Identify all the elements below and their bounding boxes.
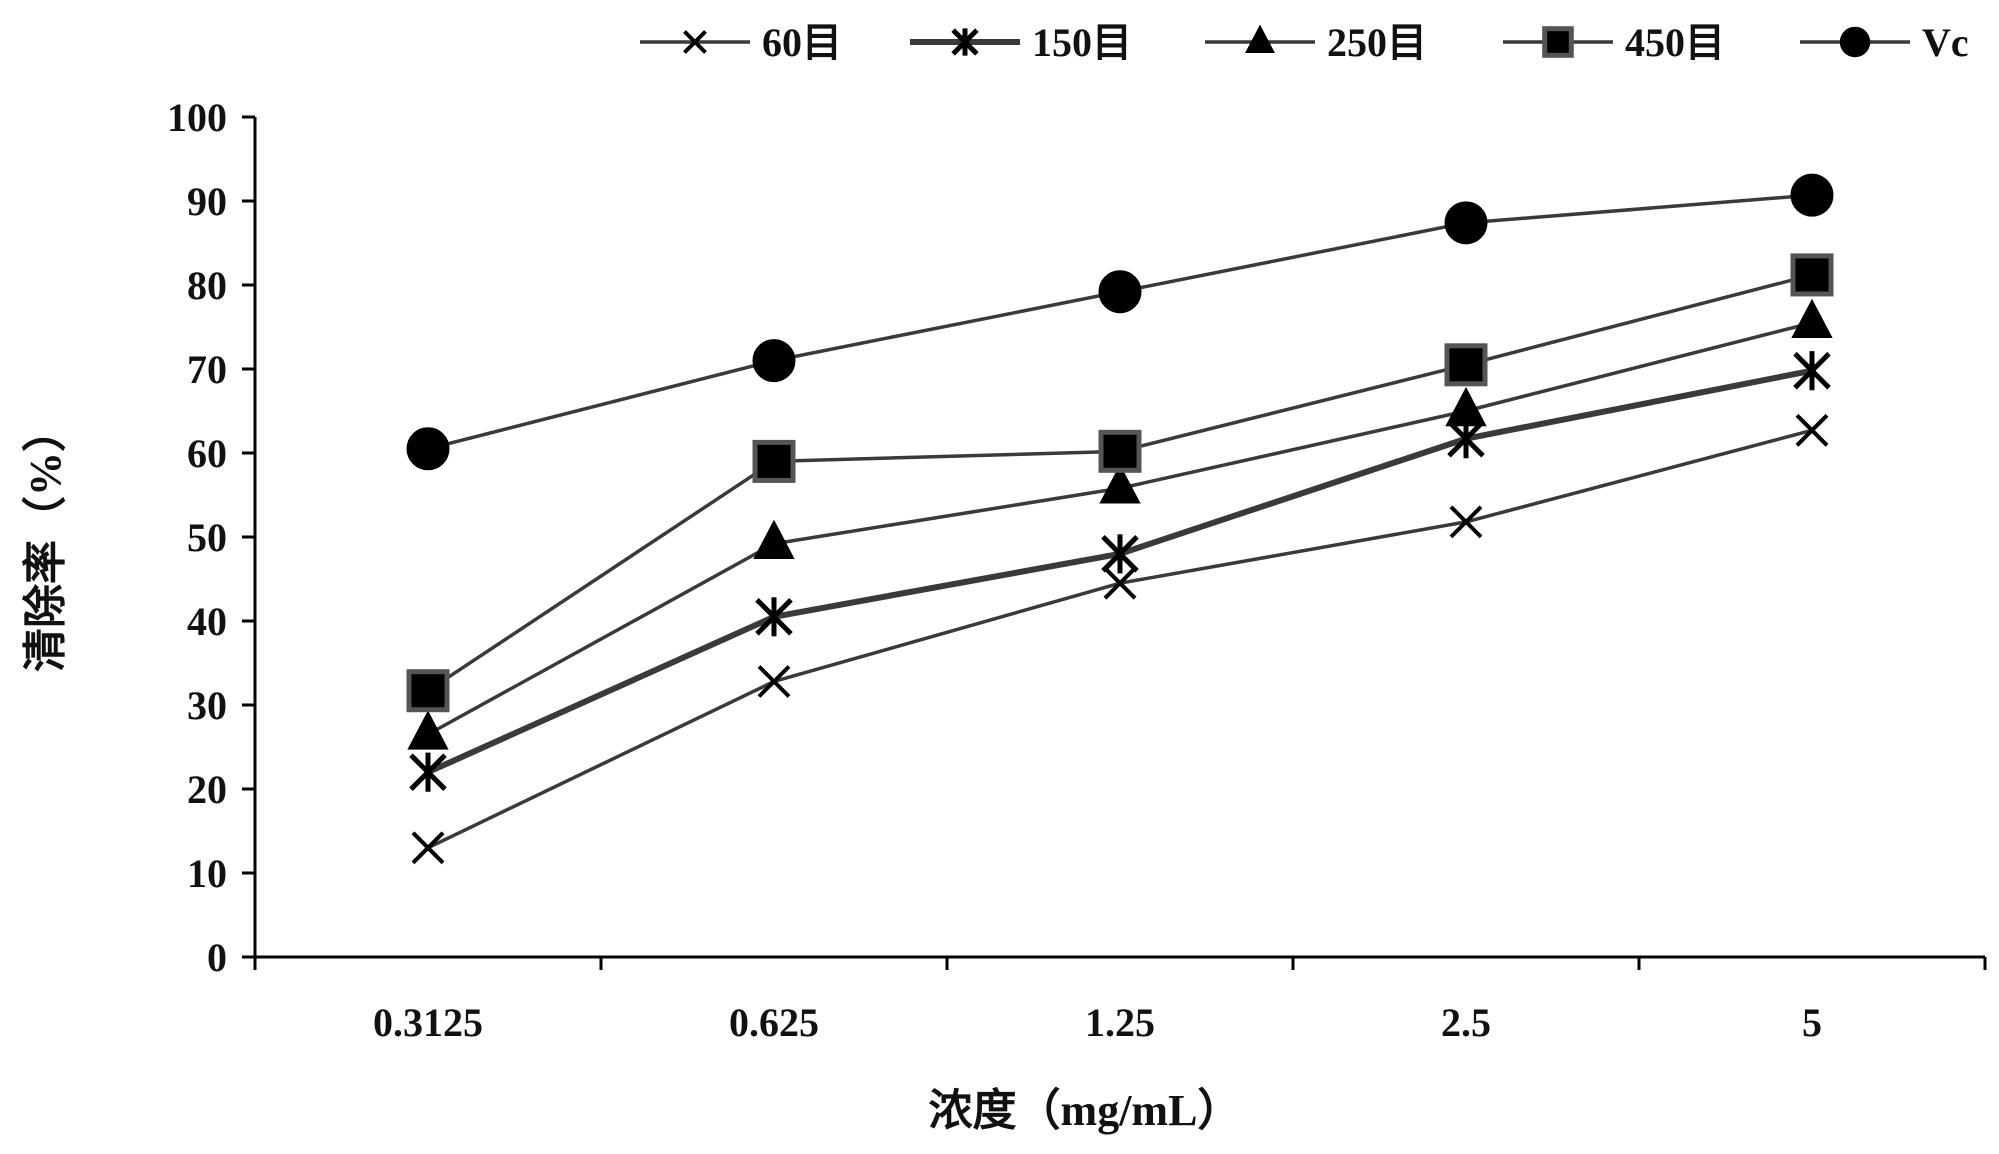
series-markers bbox=[406, 173, 1834, 865]
legend-label: 150目 bbox=[1032, 20, 1132, 65]
data-point-0-1 bbox=[757, 665, 791, 698]
data-point-1-1 bbox=[755, 597, 793, 637]
y-tick-label: 100 bbox=[167, 95, 227, 140]
data-point-3-4 bbox=[1790, 253, 1834, 297]
y-tick-label: 60 bbox=[187, 431, 227, 476]
data-point-3-3 bbox=[1444, 343, 1488, 387]
data-point-0-0 bbox=[411, 831, 445, 865]
y-tick-label: 20 bbox=[187, 767, 227, 812]
y-tick-label: 10 bbox=[187, 851, 227, 896]
data-point-3-1 bbox=[752, 439, 796, 483]
legend: 60目 150目 250目 450目 Vc bbox=[640, 20, 1969, 65]
x-axis-title: 浓度（mg/mL） bbox=[929, 1086, 1242, 1135]
legend-label: 450目 bbox=[1625, 20, 1725, 65]
data-point-1-4 bbox=[1793, 351, 1831, 391]
y-axis-title: 清除率（%） bbox=[21, 408, 70, 672]
data-point-2-2 bbox=[1099, 464, 1141, 504]
y-tick-label: 30 bbox=[187, 683, 227, 728]
x-tick-label: 0.625 bbox=[729, 1000, 819, 1045]
legend-label: 250目 bbox=[1327, 20, 1427, 65]
legend-label: Vc bbox=[1922, 20, 1969, 65]
data-point-1-2 bbox=[1101, 534, 1139, 574]
x-tick-label: 5 bbox=[1802, 1000, 1822, 1045]
y-tick-label: 90 bbox=[187, 179, 227, 224]
data-point-4-3 bbox=[1444, 201, 1488, 245]
series-line-2 bbox=[427, 321, 1813, 736]
y-tick-label: 80 bbox=[187, 263, 227, 308]
data-point-2-4 bbox=[1791, 298, 1833, 339]
y-tick-label: 40 bbox=[187, 599, 227, 644]
data-point-3-2 bbox=[1098, 429, 1142, 473]
data-point-2-1 bbox=[753, 519, 795, 559]
data-point-0-3 bbox=[1449, 505, 1483, 539]
legend-item: 250目 bbox=[1205, 20, 1427, 65]
y-tick-label: 0 bbox=[207, 935, 227, 980]
data-point-0-2 bbox=[1103, 566, 1137, 600]
x-tick-label: 2.5 bbox=[1441, 1000, 1491, 1045]
data-point-2-3 bbox=[1445, 387, 1487, 427]
y-tick-label: 70 bbox=[187, 347, 227, 392]
x-tick-label: 0.3125 bbox=[373, 1000, 483, 1045]
data-point-1-0 bbox=[409, 752, 447, 792]
data-point-4-2 bbox=[1098, 270, 1142, 314]
y-axis: 0 10 20 30 40 50 60 70 80 90 100 bbox=[167, 95, 257, 980]
data-point-3-0 bbox=[406, 669, 450, 713]
legend-item: 60目 bbox=[640, 20, 842, 65]
legend-label: 60目 bbox=[762, 20, 842, 65]
legend-item: 150目 bbox=[910, 20, 1132, 65]
legend-item: 450目 bbox=[1503, 20, 1725, 65]
y-tick-label: 50 bbox=[187, 515, 227, 560]
data-point-0-4 bbox=[1795, 413, 1829, 447]
x-axis: 0.3125 0.625 1.25 2.5 5 bbox=[253, 955, 1987, 1045]
legend-item: Vc bbox=[1800, 20, 1969, 65]
legend-marker bbox=[951, 28, 979, 56]
legend-marker bbox=[1839, 26, 1871, 58]
data-point-4-0 bbox=[406, 427, 450, 471]
legend-marker bbox=[1245, 24, 1275, 53]
legend-marker bbox=[1542, 26, 1574, 58]
legend-marker bbox=[683, 30, 707, 54]
x-tick-label: 1.25 bbox=[1085, 1000, 1155, 1045]
data-point-2-0 bbox=[407, 710, 449, 750]
data-point-4-1 bbox=[752, 339, 796, 383]
data-point-4-4 bbox=[1790, 173, 1834, 217]
